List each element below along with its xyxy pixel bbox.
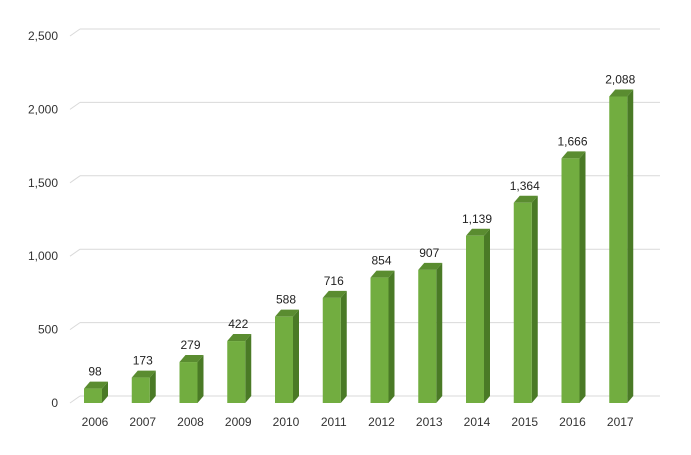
x-tick-label: 2009 [225, 415, 252, 429]
bar-top [418, 262, 443, 270]
data-label: 1,666 [557, 134, 587, 148]
data-label: 716 [324, 274, 344, 288]
x-tick-label: 2015 [511, 415, 538, 429]
bar-front [561, 158, 580, 403]
bar [322, 290, 347, 403]
gridline-connector [69, 28, 81, 37]
bar-side [293, 309, 299, 403]
x-tick-label: 2016 [559, 415, 586, 429]
data-label: 279 [180, 338, 200, 352]
bar-side [102, 381, 108, 403]
x-tick-label: 2006 [82, 415, 109, 429]
data-label: 2,088 [605, 72, 635, 86]
bar-side [340, 290, 347, 403]
bar-side [484, 228, 490, 403]
bar-front [322, 297, 341, 403]
x-tick-label: 2011 [321, 415, 347, 429]
bar [84, 381, 108, 403]
data-label: 1,364 [510, 179, 540, 193]
x-tick-label: 2007 [129, 415, 156, 429]
bar-top [227, 334, 252, 342]
gridlines [69, 28, 660, 404]
data-label: 173 [133, 354, 153, 368]
bars [84, 89, 634, 403]
bar-side [436, 262, 443, 403]
bar [131, 370, 156, 403]
x-axis-ticks: 2006 2007 2008 2009 2010 2011 2012 2013 2014 2015… [82, 415, 634, 429]
data-label: 98 [88, 365, 102, 379]
bar-side [245, 334, 252, 403]
bar-front [513, 202, 532, 403]
data-label: 854 [371, 254, 391, 268]
bar-top [466, 228, 490, 236]
bar-side [197, 355, 204, 403]
bar-top [561, 151, 586, 159]
gridline-connector [69, 101, 81, 110]
bar [466, 228, 490, 403]
x-tick-label: 2010 [273, 415, 300, 429]
y-axis-ticks: 0 500 1,000 1,500 2,000 2,500 [28, 29, 58, 410]
bar-side [388, 270, 395, 403]
y-tick-label: 0 [51, 396, 58, 410]
x-tick-label: 2008 [177, 415, 204, 429]
gridline-connector [69, 395, 81, 404]
x-tick-label: 2013 [416, 415, 443, 429]
bar [609, 89, 634, 403]
data-label: 907 [419, 246, 439, 260]
bar-top [322, 290, 347, 298]
y-tick-label: 1,000 [28, 249, 58, 263]
bar-front [275, 316, 293, 403]
gridline-connector [69, 175, 81, 184]
bar [227, 334, 252, 403]
bar-front [131, 377, 150, 403]
bar [179, 355, 204, 403]
y-tick-label: 1,500 [28, 176, 58, 190]
x-tick-label: 2017 [607, 415, 634, 429]
bar [513, 195, 538, 403]
data-labels: 98 173 279 422 588 716 854 907 1,139 1,364 1,666 2,… [88, 72, 635, 378]
bar-top [275, 309, 299, 317]
bar-side [627, 89, 634, 403]
bar-top [513, 195, 538, 203]
bar-top [179, 355, 204, 363]
data-label: 1,139 [462, 212, 492, 226]
gridline-connector [69, 248, 81, 257]
bar-side [579, 151, 586, 403]
bar [561, 151, 586, 403]
bar-side [531, 195, 538, 403]
x-tick-label: 2014 [464, 415, 491, 429]
bar [275, 309, 299, 403]
data-label: 422 [228, 317, 248, 331]
bar-front [227, 341, 246, 403]
bar-top [131, 370, 156, 378]
bar [418, 262, 443, 403]
y-tick-label: 2,500 [28, 29, 58, 43]
bar-front [418, 269, 437, 403]
bar-top [84, 381, 108, 389]
bar-front [466, 235, 484, 403]
x-tick-label: 2012 [368, 415, 395, 429]
bar-front [370, 277, 389, 403]
gridline-connector [69, 322, 81, 331]
bar-top [609, 89, 634, 97]
y-tick-label: 500 [38, 323, 58, 337]
bar-top [370, 270, 395, 278]
bar-front [84, 388, 102, 403]
bar-front [609, 96, 628, 403]
bar [370, 270, 395, 403]
y-tick-label: 2,000 [28, 102, 58, 116]
data-label: 588 [276, 293, 296, 307]
bar-front [179, 362, 198, 403]
bar-side [149, 370, 156, 403]
